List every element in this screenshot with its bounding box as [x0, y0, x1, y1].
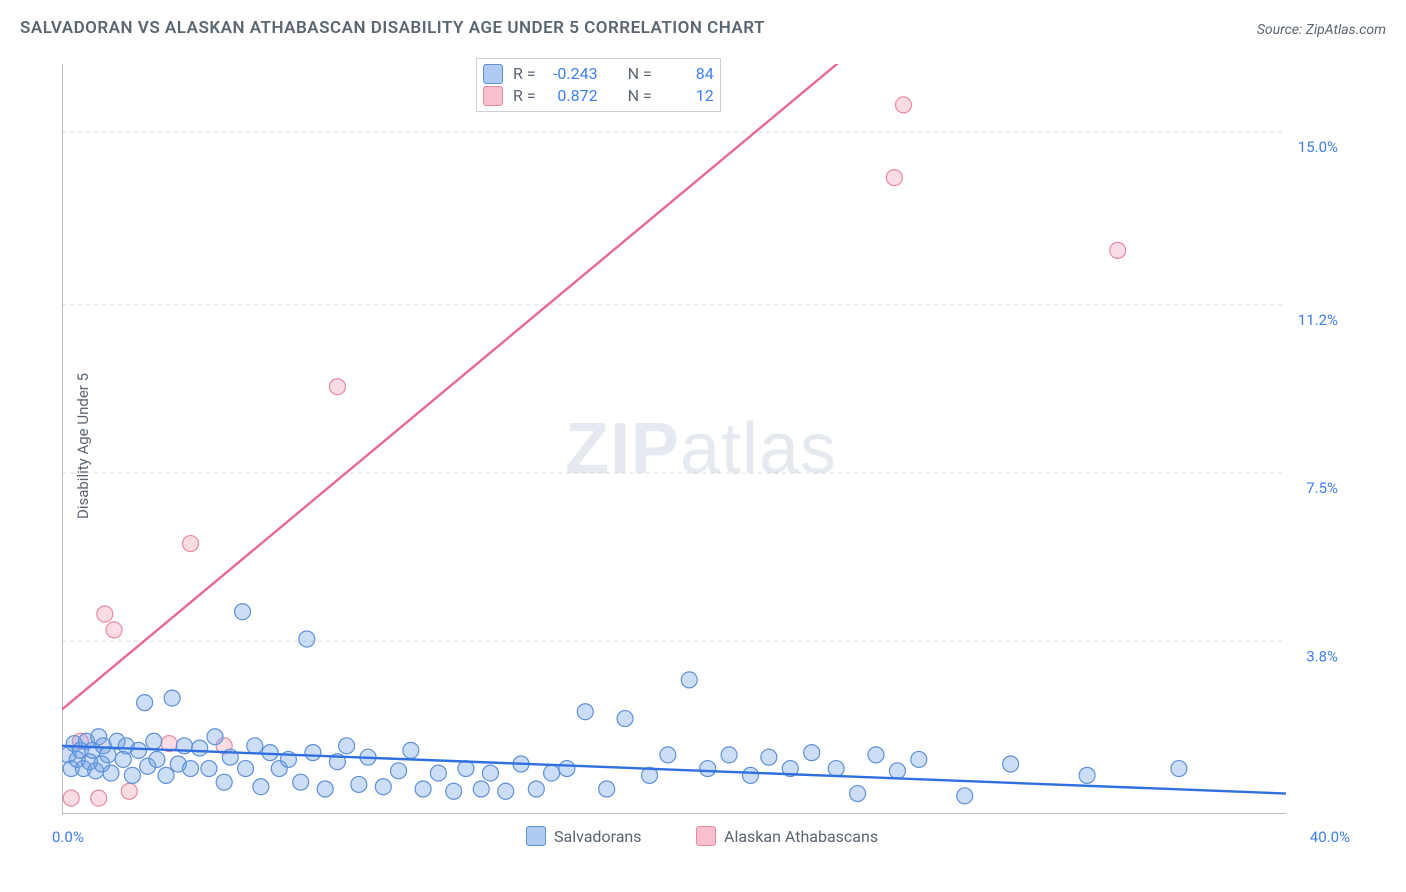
- n-value: 84: [662, 63, 714, 85]
- r-label: R =: [513, 85, 536, 107]
- legend-label: Salvadorans: [554, 827, 641, 846]
- legend-swatch-icon: [526, 826, 546, 846]
- n-label: N =: [628, 85, 652, 107]
- legend-salvadorans: Salvadorans: [526, 826, 641, 846]
- r-label: R =: [513, 63, 536, 85]
- legend-swatch-icon: [483, 86, 503, 106]
- r-value: -0.243: [546, 63, 598, 85]
- x-axis-min-label: 0.0%: [52, 828, 84, 846]
- legend-label: Alaskan Athabascans: [724, 827, 878, 846]
- n-value: 12: [662, 85, 714, 107]
- source-attribution: Source: ZipAtlas.com: [1257, 22, 1386, 38]
- correlation-legend: R = -0.243 N = 84 R = 0.872 N = 12: [476, 58, 721, 112]
- chart-title: SALVADORAN VS ALASKAN ATHABASCAN DISABIL…: [20, 18, 765, 38]
- r-value: 0.872: [546, 85, 598, 107]
- chart-plot-area: 3.8%7.5%11.2%15.0% ZIPatlas R = -0.243 N…: [56, 58, 1346, 848]
- legend-swatch-icon: [483, 64, 503, 84]
- chart-svg: 3.8% 7.5% 11.2% 15.0%: [56, 58, 1346, 848]
- svg-text:11.2%: 11.2%: [1298, 311, 1338, 329]
- n-label: N =: [628, 63, 652, 85]
- correlation-legend-row: R = 0.872 N = 12: [483, 85, 714, 107]
- svg-text:15.0%: 15.0%: [1298, 138, 1338, 156]
- legend-swatch-icon: [696, 826, 716, 846]
- svg-text:7.5%: 7.5%: [1306, 479, 1338, 497]
- correlation-legend-row: R = -0.243 N = 84: [483, 63, 714, 85]
- legend-alaskan-athabascans: Alaskan Athabascans: [696, 826, 878, 846]
- svg-text:3.8%: 3.8%: [1306, 647, 1338, 665]
- x-axis-max-label: 40.0%: [1310, 828, 1350, 846]
